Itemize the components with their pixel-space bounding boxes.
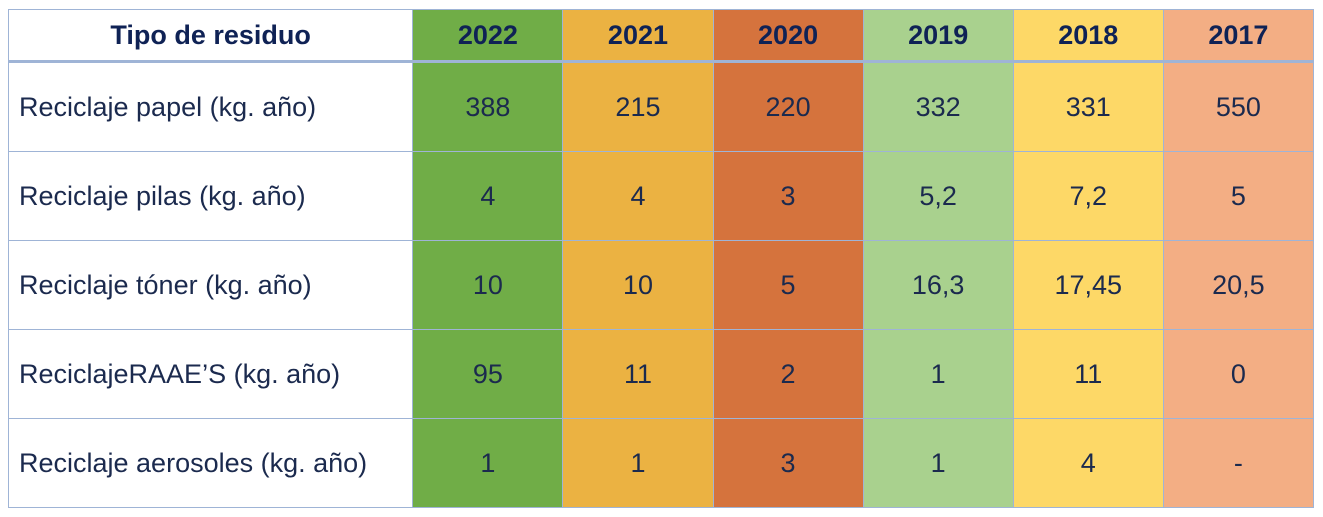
header-row: Tipo de residuo 2022 2021 2020 2019 2018… bbox=[7, 9, 1315, 63]
table-cell: 5 bbox=[1162, 151, 1315, 241]
table-cell: 550 bbox=[1162, 61, 1315, 152]
row-label-toner: Reciclaje tóner (kg. año) bbox=[7, 240, 414, 330]
row-label-batteries: Reciclaje pilas (kg. año) bbox=[7, 151, 414, 241]
table-cell: 11 bbox=[562, 329, 714, 419]
header-waste-type: Tipo de residuo bbox=[7, 9, 414, 63]
table-row: Reciclaje pilas (kg. año) 4 4 3 5,2 7,2 … bbox=[7, 151, 1315, 241]
table-cell: 11 bbox=[1012, 329, 1164, 419]
table-cell: 1 bbox=[412, 418, 564, 508]
table-cell: 215 bbox=[562, 61, 714, 152]
table-cell: 10 bbox=[412, 240, 564, 330]
header-year-2019: 2019 bbox=[862, 9, 1014, 63]
table-cell: 331 bbox=[1012, 61, 1164, 152]
table-cell: 4 bbox=[1012, 418, 1164, 508]
table-cell: 1 bbox=[862, 418, 1014, 508]
table-cell: 332 bbox=[862, 61, 1014, 152]
table-cell: 95 bbox=[412, 329, 564, 419]
table-cell: 20,5 bbox=[1162, 240, 1315, 330]
table-cell: 7,2 bbox=[1012, 151, 1164, 241]
header-year-2018: 2018 bbox=[1012, 9, 1164, 63]
table-cell: 3 bbox=[712, 418, 864, 508]
table-cell: 0 bbox=[1162, 329, 1315, 419]
table-cell: 17,45 bbox=[1012, 240, 1164, 330]
table-row: Reciclaje aerosoles (kg. año) 1 1 3 1 4 … bbox=[7, 418, 1315, 508]
table-cell: 5,2 bbox=[862, 151, 1014, 241]
row-label-paper: Reciclaje papel (kg. año) bbox=[7, 61, 414, 152]
waste-recycling-table: Tipo de residuo 2022 2021 2020 2019 2018… bbox=[7, 9, 1315, 508]
table-cell: 220 bbox=[712, 61, 864, 152]
table-cell: - bbox=[1162, 418, 1315, 508]
table-cell: 5 bbox=[712, 240, 864, 330]
table-cell: 10 bbox=[562, 240, 714, 330]
header-year-2022: 2022 bbox=[412, 9, 564, 63]
row-label-aerosols: Reciclaje aerosoles (kg. año) bbox=[7, 418, 414, 508]
header-year-2017: 2017 bbox=[1162, 9, 1315, 63]
table-cell: 388 bbox=[412, 61, 564, 152]
table-cell: 2 bbox=[712, 329, 864, 419]
table-row: ReciclajeRAAE’S (kg. año) 95 11 2 1 11 0 bbox=[7, 329, 1315, 419]
table-cell: 4 bbox=[412, 151, 564, 241]
table-row: Reciclaje tóner (kg. año) 10 10 5 16,3 1… bbox=[7, 240, 1315, 330]
header-year-2021: 2021 bbox=[562, 9, 714, 63]
table-cell: 3 bbox=[712, 151, 864, 241]
table-cell: 4 bbox=[562, 151, 714, 241]
table-cell: 16,3 bbox=[862, 240, 1014, 330]
table-cell: 1 bbox=[862, 329, 1014, 419]
table-row: Reciclaje papel (kg. año) 388 215 220 33… bbox=[7, 61, 1315, 152]
waste-recycling-table-container: Tipo de residuo 2022 2021 2020 2019 2018… bbox=[7, 9, 1315, 508]
header-year-2020: 2020 bbox=[712, 9, 864, 63]
table-cell: 1 bbox=[562, 418, 714, 508]
row-label-raaes: ReciclajeRAAE’S (kg. año) bbox=[7, 329, 414, 419]
